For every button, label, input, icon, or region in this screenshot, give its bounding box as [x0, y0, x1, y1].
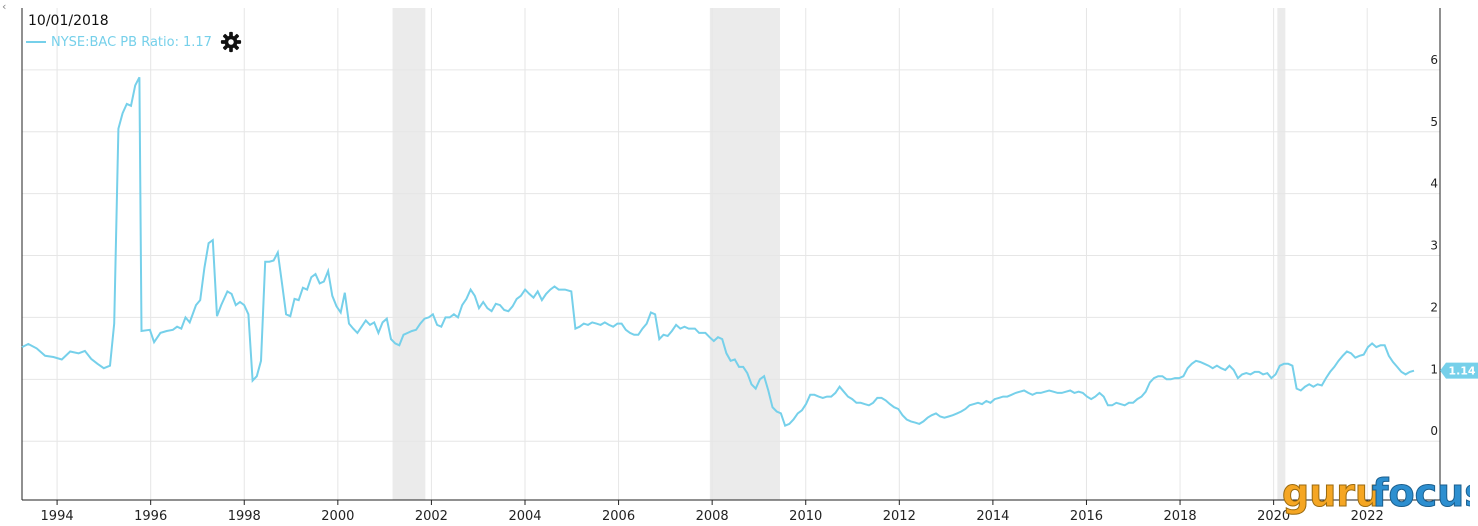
last-value-label: 1.14: [1448, 365, 1475, 378]
y-tick-label-0: 0: [1430, 424, 1438, 438]
x-tick-label-2006: 2006: [602, 509, 635, 524]
legend-swatch: [26, 41, 46, 43]
last-value-marker: 1.14: [1440, 362, 1478, 379]
last-value-badge: [1440, 362, 1478, 379]
axes: [21, 8, 1441, 501]
logo-text-guru: guru: [1282, 471, 1382, 515]
y-tick-label-1: 1: [1430, 362, 1438, 376]
x-tick-label-1996: 1996: [134, 509, 167, 524]
series-layer: [21, 76, 1415, 428]
chevron-left-icon[interactable]: ‹: [2, 0, 7, 13]
y-tick-label-6: 6: [1430, 53, 1438, 67]
y-tick-label-2: 2: [1430, 300, 1438, 314]
y-tick-label-4: 4: [1430, 177, 1438, 191]
gurufocus-logo: guru focus: [1282, 471, 1471, 516]
x-tick-label-2016: 2016: [1070, 509, 1103, 524]
grid-lines: [22, 8, 1440, 500]
x-tick-label-2008: 2008: [696, 509, 729, 524]
x-tick-label-2012: 2012: [883, 509, 916, 524]
x-tick-label-2004: 2004: [508, 509, 541, 524]
series-line-0: [21, 76, 1415, 428]
hover-date: 10/01/2018: [28, 13, 109, 29]
x-tick-label-2002: 2002: [415, 509, 448, 524]
x-tick-label-1998: 1998: [228, 509, 261, 524]
y-tick-label-3: 3: [1430, 239, 1438, 253]
y-tick-label-5: 5: [1430, 115, 1438, 129]
logo-text-focus: focus: [1372, 471, 1470, 515]
gear-icon[interactable]: [220, 31, 242, 53]
legend[interactable]: NYSE:BAC PB Ratio: 1.17: [26, 31, 242, 53]
recession-band-1: [709, 8, 780, 500]
x-axis-ticks: 1994 1996 1998 2000 2002 2004 2006 2008 2010 2012…: [41, 500, 1384, 524]
x-tick-label-2022: 2022: [1351, 509, 1384, 524]
recession-band-0: [392, 8, 426, 500]
x-tick-label-1994: 1994: [41, 509, 74, 524]
y-axis-ticks: 0 1 2 3 4 5 6: [1430, 53, 1438, 438]
x-tick-label-2000: 2000: [321, 509, 354, 524]
recession-bands: [392, 8, 1286, 500]
recession-band-2: [1277, 8, 1286, 500]
x-tick-label-2020: 2020: [1257, 509, 1290, 524]
legend-label: NYSE:BAC PB Ratio:: [51, 34, 179, 50]
x-tick-label-2014: 2014: [976, 509, 1009, 524]
x-tick-label-2018: 2018: [1164, 509, 1197, 524]
legend-value: 1.17: [182, 34, 212, 50]
x-tick-label-2010: 2010: [789, 509, 822, 524]
